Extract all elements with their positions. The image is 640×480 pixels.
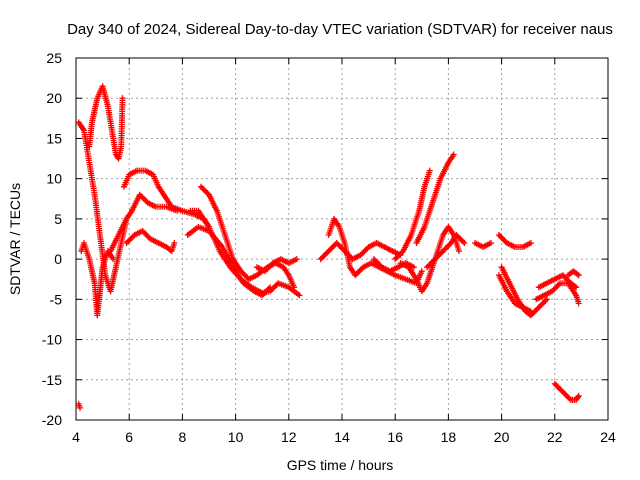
- y-axis-label: SDTVAR / TECUs: [7, 183, 23, 295]
- data-point: [551, 380, 558, 387]
- data-point: [339, 245, 345, 252]
- data-point: [534, 305, 541, 312]
- data-point: [575, 392, 582, 399]
- x-tick-label: 14: [334, 429, 350, 445]
- data-point: [293, 256, 300, 263]
- data-point: [392, 256, 399, 263]
- x-tick-label: 20: [494, 429, 510, 445]
- y-tick-label: 5: [54, 211, 62, 227]
- data-point: [241, 272, 248, 279]
- data-marks: [75, 83, 582, 411]
- x-tick-label: 8: [179, 429, 187, 445]
- y-tick-label: -20: [42, 412, 62, 428]
- data-point: [574, 394, 581, 401]
- data-point: [527, 240, 534, 246]
- data-point: [461, 240, 468, 246]
- data-point: [551, 285, 558, 292]
- data-point: [174, 207, 181, 214]
- data-point: [265, 285, 272, 292]
- data-point: [445, 242, 452, 249]
- data-point: [237, 268, 244, 275]
- data-point: [410, 264, 417, 271]
- data-point: [259, 292, 266, 299]
- data-point: [296, 292, 303, 299]
- x-axis-label: GPS time / hours: [287, 457, 394, 473]
- y-tick-label: -15: [42, 372, 62, 388]
- data-point: [441, 246, 448, 253]
- data-point: [267, 284, 274, 291]
- data-point: [450, 151, 457, 158]
- x-tick-label: 22: [547, 429, 563, 445]
- data-point: [561, 390, 568, 397]
- x-tick-label: 6: [125, 429, 133, 445]
- y-axis-ticks: -20 -15 -10 -5 0 5 10 15 20 25: [42, 50, 608, 428]
- data-point: [426, 167, 433, 174]
- data-point: [432, 256, 439, 263]
- data-point: [573, 284, 580, 291]
- y-tick-label: 20: [46, 90, 62, 106]
- data-point: [571, 283, 578, 290]
- data-point: [110, 256, 117, 263]
- y-tick-label: -5: [50, 291, 63, 307]
- x-tick-label: 16: [387, 429, 403, 445]
- data-point: [565, 394, 572, 401]
- y-tick-label: -10: [42, 332, 62, 348]
- y-tick-label: 25: [46, 50, 62, 66]
- x-tick-label: 10: [228, 429, 244, 445]
- y-tick-label: 10: [46, 171, 62, 187]
- data-point: [171, 240, 178, 246]
- x-tick-label: 4: [72, 429, 80, 445]
- x-tick-label: 18: [441, 429, 457, 445]
- data-point: [527, 308, 534, 315]
- data-point: [119, 95, 126, 102]
- data-point: [398, 249, 405, 256]
- data-point: [574, 271, 581, 278]
- data-point: [272, 282, 279, 289]
- data-point: [456, 248, 462, 255]
- y-tick-label: 15: [46, 130, 62, 146]
- data-point: [543, 296, 550, 303]
- x-axis-ticks: 4 6 8 10 12 14 16 18 20 22 24: [72, 58, 616, 445]
- data-point: [538, 301, 545, 308]
- data-point: [352, 272, 359, 279]
- x-tick-label: 24: [600, 429, 616, 445]
- data-point: [317, 256, 324, 263]
- x-tick-label: 12: [281, 429, 297, 445]
- data-point: [418, 268, 425, 275]
- data-point: [77, 404, 83, 411]
- data-point: [575, 300, 582, 307]
- data-point: [488, 240, 494, 246]
- data-point: [575, 272, 582, 279]
- chart-title: Day 340 of 2024, Sidereal Day-to-day VTE…: [67, 21, 613, 38]
- y-tick-label: 0: [54, 251, 62, 267]
